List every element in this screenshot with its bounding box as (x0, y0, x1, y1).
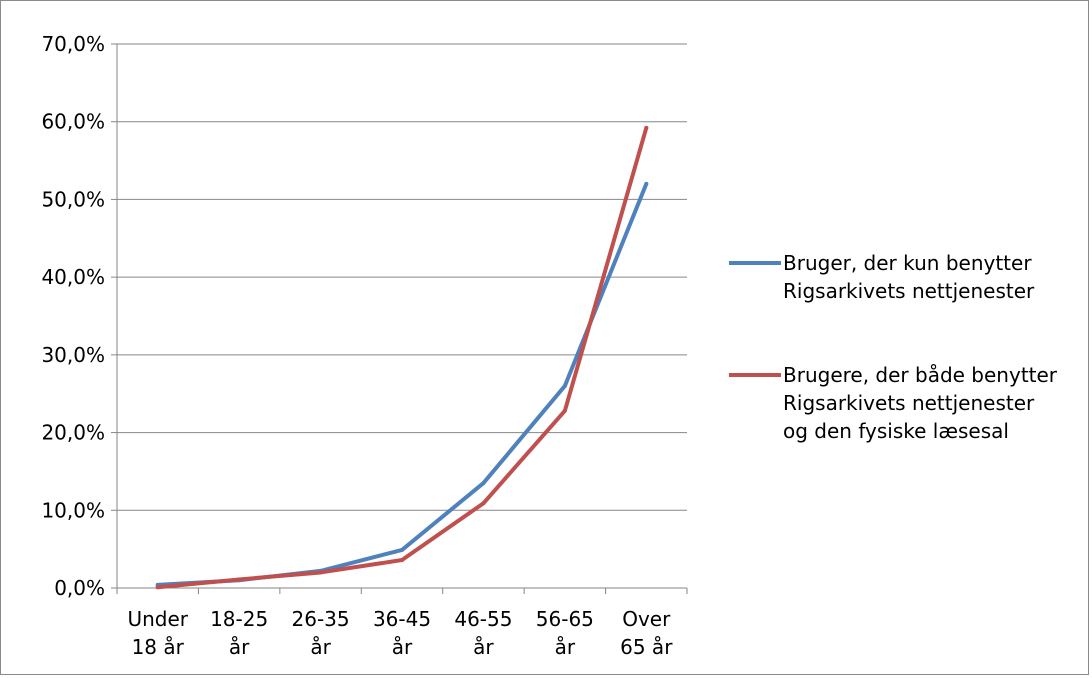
series-lines (155, 125, 649, 590)
series-line-2 (155, 125, 649, 590)
x-tick-label: 26-35 år (292, 607, 350, 659)
data-point (562, 383, 567, 388)
x-tick-label: 36-45 år (373, 607, 431, 659)
data-point (481, 501, 486, 506)
axes (111, 43, 688, 594)
y-tick-label: 70,0% (41, 32, 105, 56)
data-point (644, 181, 649, 186)
gridlines (117, 43, 687, 511)
data-point (155, 585, 160, 590)
legend-label-1: Bruger, der kun benytter Rigsarkivets net… (783, 251, 1035, 303)
y-tick-label: 60,0% (41, 110, 105, 134)
y-tick-label: 0,0% (54, 576, 105, 600)
y-axis-tick-labels: 0,0% 10,0% 20,0% 30,0% 40,0% 50,0% 60,0% 70,0% (41, 32, 105, 600)
data-point (237, 577, 242, 582)
y-tick-label: 50,0% (41, 187, 105, 211)
x-axis-tick-labels: Under 18 år 18-25 år 26-35 år 36-45 år 46-55 år 56… (127, 607, 673, 659)
x-tick-label: 18-25 år (210, 607, 268, 659)
legend-label-2: Brugere, der både benytter Rigsarkivets n… (783, 363, 1058, 443)
x-tick-label: 46-55 år (454, 607, 512, 659)
data-point (562, 408, 567, 413)
legend: Bruger, der kun benytter Rigsarkivets net… (729, 251, 1058, 443)
data-point (644, 125, 649, 130)
data-point (481, 481, 486, 486)
y-tick-label: 10,0% (41, 498, 105, 522)
data-point (400, 547, 404, 552)
x-tick-label: Under 18 år (127, 607, 188, 659)
y-tick-label: 20,0% (41, 421, 105, 445)
y-tick-label: 30,0% (41, 343, 105, 367)
x-tick-label: 56-65 år (536, 607, 594, 659)
y-tick-label: 40,0% (41, 265, 105, 289)
data-point (318, 570, 323, 575)
x-tick-label: Over 65 år (620, 607, 673, 659)
data-point (400, 558, 404, 563)
